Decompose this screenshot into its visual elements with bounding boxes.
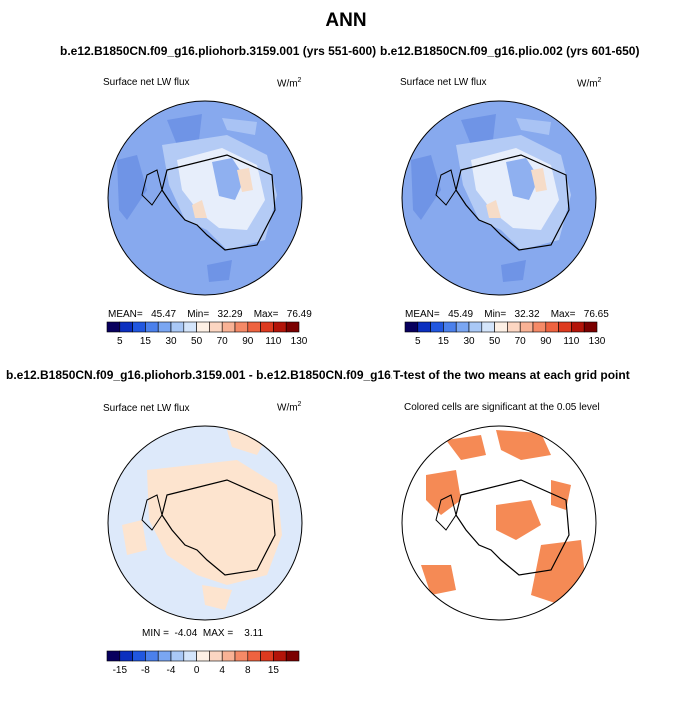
colorbar-swatch (106, 321, 121, 333)
colorbar-swatch (247, 321, 261, 333)
colorbar-swatch (273, 321, 287, 333)
colorbar-tick-label: 110 (563, 336, 579, 347)
panel1-left-label: Surface net LW flux (103, 77, 190, 88)
colorbar-swatch (145, 321, 159, 333)
colorbar-swatch (545, 321, 559, 333)
colorbar-swatch (443, 321, 457, 333)
colorbar-swatch (247, 650, 261, 662)
colorbar-swatch (260, 650, 274, 662)
colorbar-tick-label: 90 (242, 336, 254, 347)
colorbar-swatch (404, 321, 419, 333)
colorbar-tick-label: -15 (113, 665, 128, 676)
panel1-map (107, 100, 303, 296)
colorbar-tick-label: 4 (219, 665, 225, 676)
colorbar-swatch (183, 650, 197, 662)
colorbar-swatch (119, 650, 133, 662)
panel1-stats: MEAN= 45.47 Min= 32.29 Max= 76.49 (108, 309, 312, 320)
panel2-left-label: Surface net LW flux (400, 77, 487, 88)
colorbar-tick-label: 130 (291, 336, 308, 347)
colorbar-tick-label: 30 (463, 336, 475, 347)
colorbar-swatch (157, 650, 172, 662)
colorbar-tick-label: 8 (245, 665, 251, 676)
colorbar-tick-label: 130 (589, 336, 606, 347)
colorbar-swatch (519, 321, 534, 333)
panel3-map (107, 425, 303, 621)
colorbar-swatch (170, 650, 185, 662)
colorbar-swatch (285, 650, 300, 662)
colorbar-swatch (157, 321, 172, 333)
colorbar-tick-label: 5 (415, 336, 421, 347)
colorbar-swatch (455, 321, 470, 333)
colorbar-tick-label: -8 (141, 665, 150, 676)
colorbar-swatch (571, 321, 585, 333)
colorbar-swatch (507, 321, 521, 333)
panel2-colorbar: 5 15 30 50 70 90 110 130 (404, 321, 606, 347)
panel1-colorbar: 5 15 30 50 70 90 110 130 (106, 321, 308, 347)
colorbar-swatch (196, 321, 210, 333)
panel2-map (401, 100, 597, 296)
colorbar-tick-label: 50 (489, 336, 501, 347)
colorbar-swatch (285, 321, 300, 333)
colorbar-swatch (234, 321, 249, 333)
colorbar-swatch (221, 321, 236, 333)
panel2-units: W/m2 (577, 77, 602, 90)
colorbar-swatch (430, 321, 444, 333)
colorbar-tick-label: 70 (515, 336, 527, 347)
panel3-units: W/m2 (277, 401, 302, 414)
colorbar-swatch (468, 321, 483, 333)
colorbar-swatch (132, 321, 146, 333)
colorbar-tick-label: 15 (268, 665, 280, 676)
colorbar-tick-label: 50 (191, 336, 203, 347)
panel3-stats: MIN = -4.04 MAX = 3.11 (142, 628, 264, 639)
colorbar-swatch (209, 650, 223, 662)
colorbar-swatch (417, 321, 431, 333)
colorbar-tick-label: 70 (217, 336, 229, 347)
colorbar-swatch (183, 321, 197, 333)
colorbar-swatch (170, 321, 185, 333)
figure-title: ANN (325, 10, 367, 31)
colorbar-tick-label: 5 (117, 336, 123, 347)
colorbar-swatch (260, 321, 274, 333)
colorbar-swatch (132, 650, 146, 662)
panel4-title: T-test of the two means at each grid poi… (392, 368, 630, 382)
colorbar-swatch (532, 321, 547, 333)
colorbar-swatch (119, 321, 133, 333)
colorbar-swatch (481, 321, 495, 333)
panel2-title: b.e12.B1850CN.f09_g16.plio.002 (yrs 601-… (380, 44, 640, 58)
colorbar-swatch (221, 650, 236, 662)
colorbar-swatch (209, 321, 223, 333)
colorbar-swatch (494, 321, 508, 333)
colorbar-swatch (145, 650, 159, 662)
colorbar-tick-label: 30 (165, 336, 177, 347)
panel4-map (401, 425, 597, 621)
colorbar-tick-label: 110 (265, 336, 281, 347)
panel1-title: b.e12.B1850CN.f09_g16.pliohorb.3159.001 … (60, 44, 377, 58)
panel4-subtitle: Colored cells are significant at the 0.0… (404, 402, 600, 413)
colorbar-tick-label: 0 (194, 665, 200, 676)
colorbar-swatch (106, 650, 121, 662)
panel1-units: W/m2 (277, 77, 302, 90)
colorbar-swatch (558, 321, 572, 333)
panel3-left-label: Surface net LW flux (103, 403, 190, 414)
panel3-colorbar: -15 -8 -4 0 4 8 15 (106, 650, 300, 676)
colorbar-swatch (273, 650, 287, 662)
colorbar-tick-label: 15 (438, 336, 450, 347)
colorbar-swatch (583, 321, 598, 333)
colorbar-tick-label: 15 (140, 336, 152, 347)
colorbar-tick-label: -4 (167, 665, 176, 676)
colorbar-swatch (196, 650, 210, 662)
colorbar-tick-label: 90 (540, 336, 552, 347)
panel2-stats: MEAN= 45.49 Min= 32.32 Max= 76.65 (405, 309, 609, 320)
panel3-title: b.e12.B1850CN.f09_g16.pliohorb.3159.001 … (6, 368, 439, 382)
colorbar-swatch (234, 650, 249, 662)
